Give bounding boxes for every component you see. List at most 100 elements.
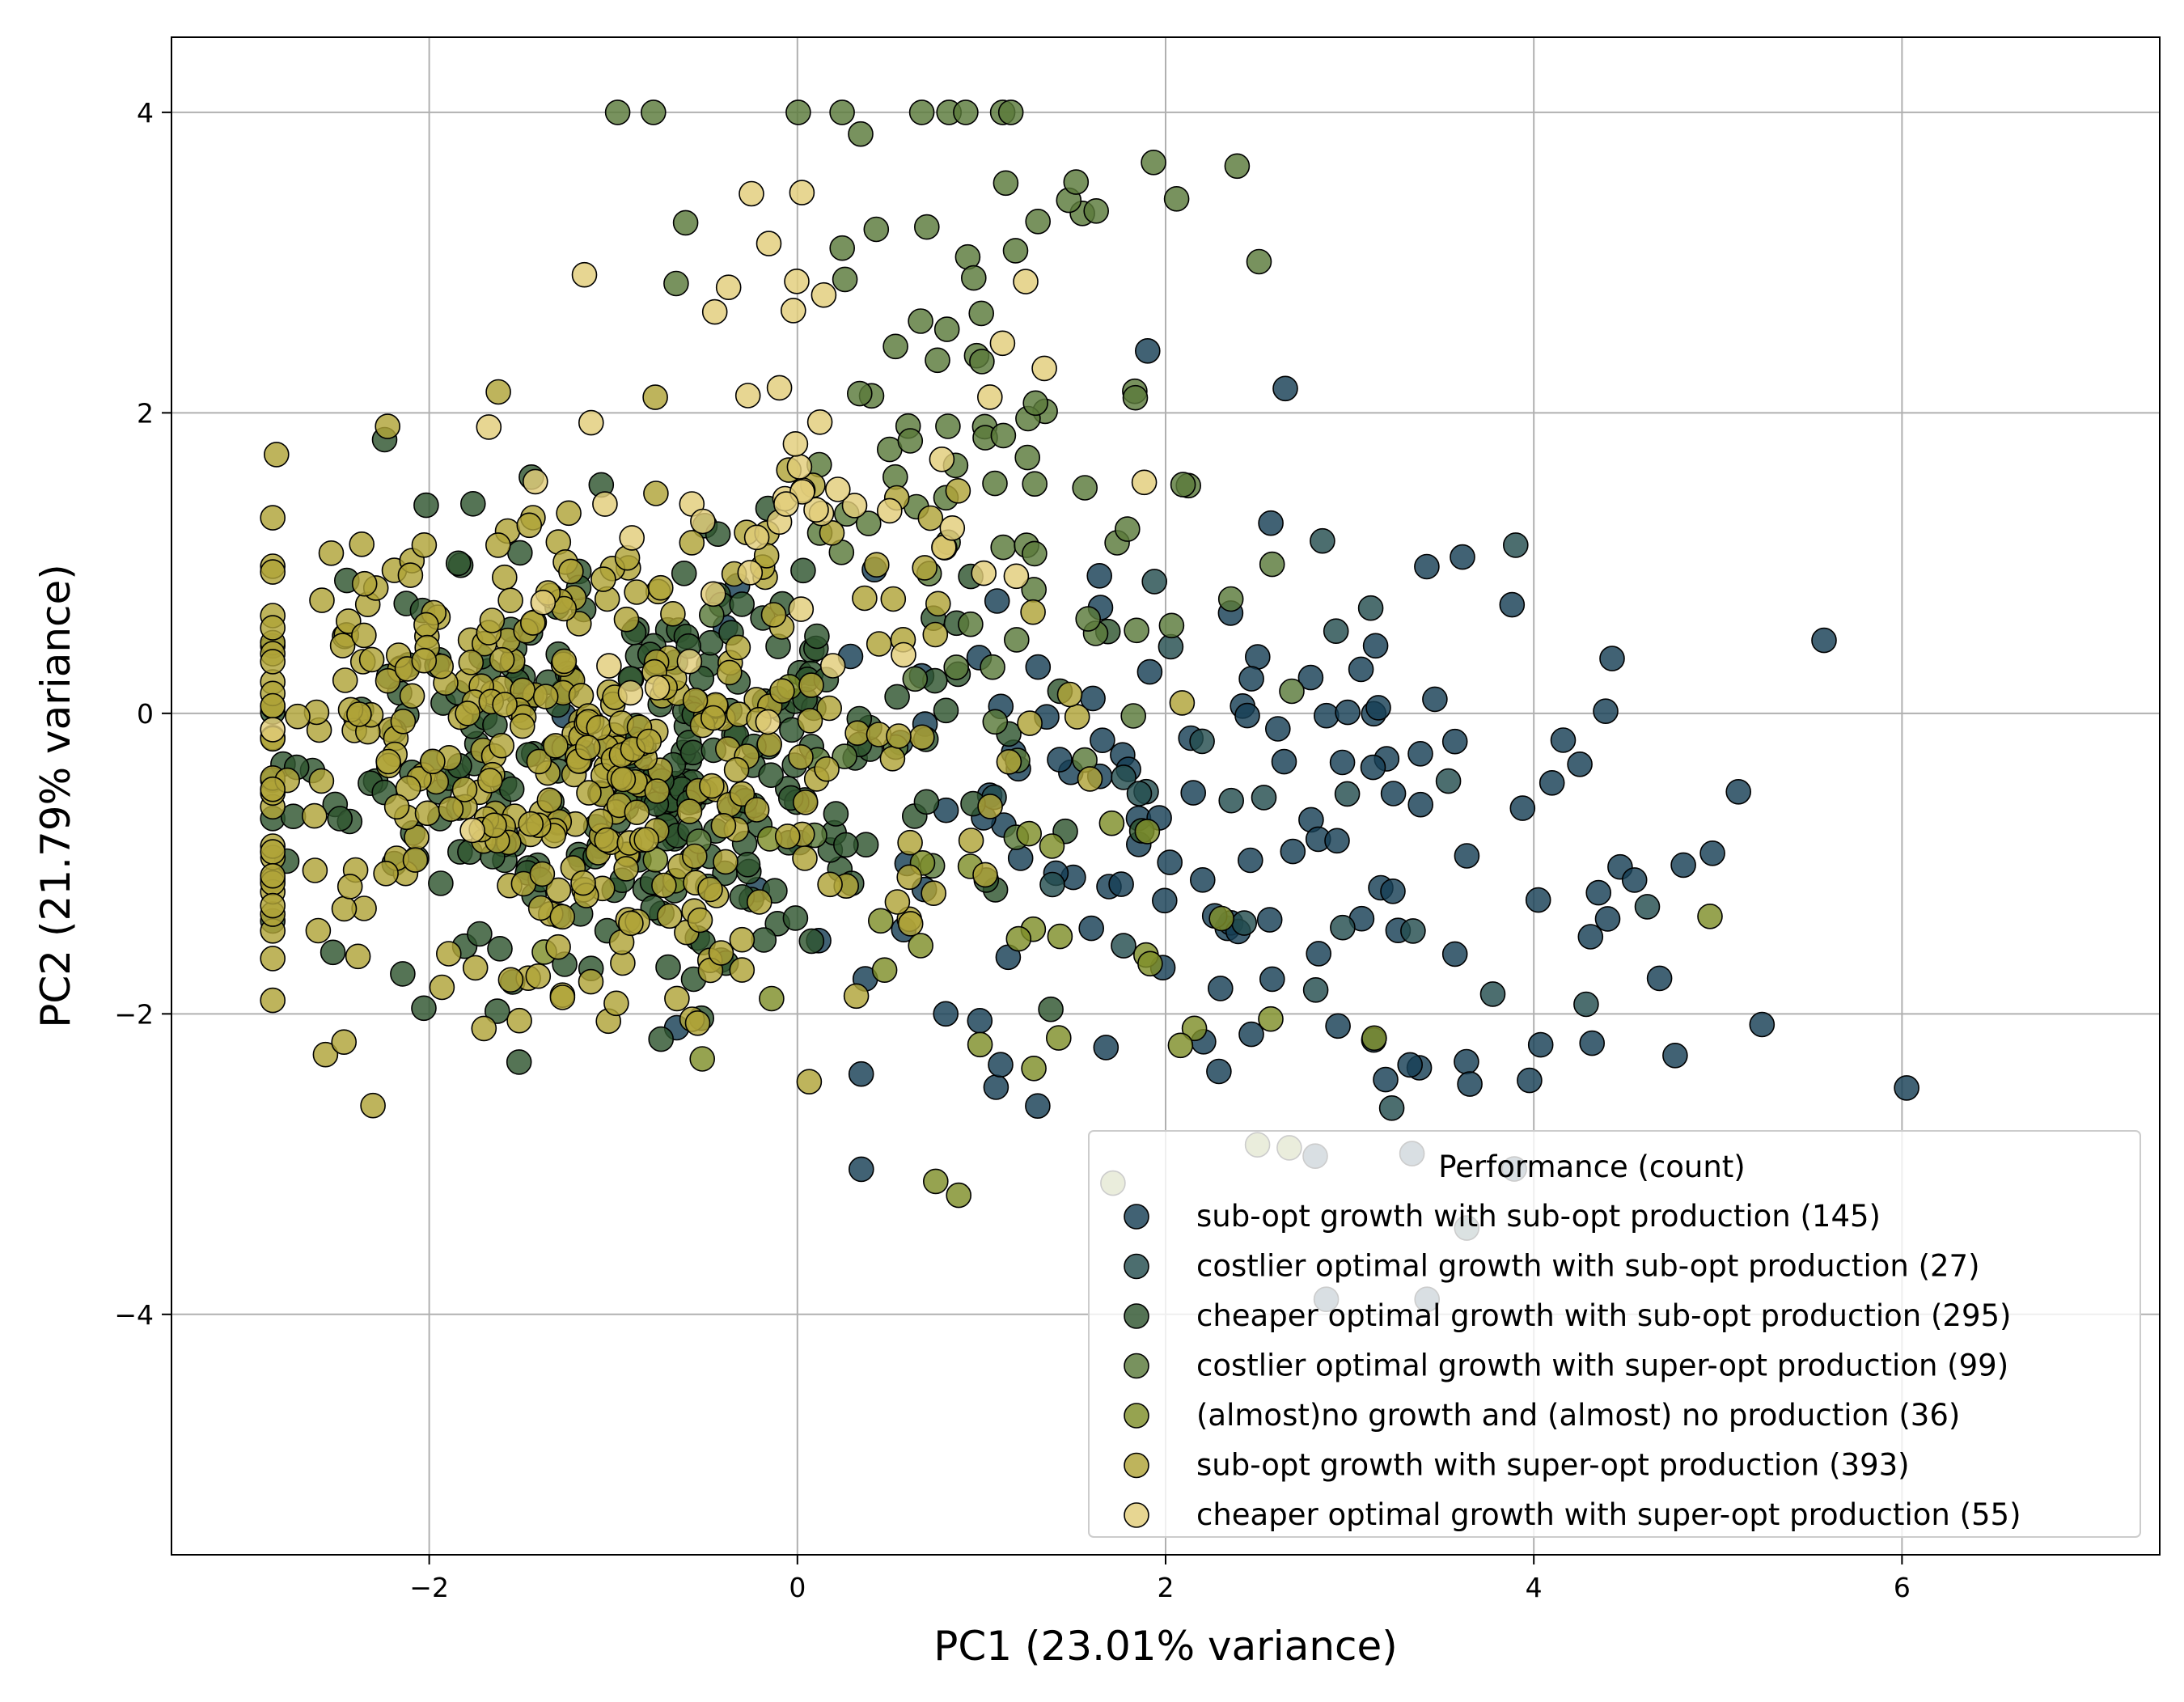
scatter-point-series-5 <box>549 904 576 930</box>
legend-label-series-5: sub-opt growth with super-opt production… <box>1196 1448 1910 1483</box>
scatter-point-series-5 <box>543 733 569 759</box>
scatter-point-series-5 <box>603 990 629 1017</box>
scatter-point-series-2 <box>655 954 681 980</box>
scatter-point-series-1 <box>1334 781 1361 807</box>
scatter-point-series-0 <box>1265 716 1291 742</box>
scatter-point-series-4 <box>1181 1015 1208 1042</box>
scatter-point-series-5 <box>716 659 743 686</box>
legend-label-series-4: (almost)no growth and (almost) no produc… <box>1196 1398 1960 1433</box>
scatter-point-series-2 <box>671 560 697 586</box>
scatter-point-series-5 <box>798 672 824 698</box>
scatter-point-series-6 <box>841 493 868 519</box>
scatter-point-series-6 <box>789 180 815 205</box>
scatter-point-series-5 <box>397 562 424 588</box>
scatter-point-series-0 <box>1329 749 1356 776</box>
scatter-point-series-5 <box>527 895 554 921</box>
scatter-point-series-1 <box>1039 871 1065 898</box>
scatter-point-series-0 <box>1749 1011 1776 1038</box>
legend-label-series-6: cheaper optimal growth with super-opt pr… <box>1196 1497 2021 1532</box>
scatter-point-series-1 <box>1218 787 1244 814</box>
scatter-point-series-4 <box>1361 1025 1387 1052</box>
scatter-point-series-6 <box>977 384 1003 410</box>
scatter-point-series-6 <box>803 497 829 523</box>
scatter-point-series-5 <box>455 701 480 726</box>
scatter-point-series-2 <box>782 905 809 931</box>
scatter-point-series-3 <box>1170 472 1196 497</box>
scatter-point-series-5 <box>373 861 399 887</box>
scatter-point-series-5 <box>633 827 660 853</box>
scatter-point-series-0 <box>1190 867 1216 893</box>
scatter-point-series-2 <box>758 762 784 789</box>
scatter-point-series-0 <box>1362 633 1389 659</box>
scatter-point-series-6 <box>891 641 916 668</box>
scatter-point-series-5 <box>594 827 620 853</box>
scatter-point-series-3 <box>1002 238 1029 264</box>
scatter-point-series-5 <box>260 892 286 919</box>
scatter-point-series-0 <box>1567 751 1593 777</box>
scatter-point-series-0 <box>1517 1067 1543 1094</box>
scatter-point-series-5 <box>922 621 949 648</box>
scatter-point-series-3 <box>1141 150 1166 176</box>
scatter-point-series-5 <box>909 724 935 751</box>
scatter-point-series-4 <box>1258 1006 1284 1032</box>
scatter-point-series-3 <box>829 99 855 125</box>
scatter-point-series-2 <box>467 921 493 947</box>
scatter-point-series-1 <box>1111 764 1136 790</box>
scatter-point-series-0 <box>1407 740 1433 767</box>
scatter-point-series-6 <box>929 446 955 472</box>
scatter-point-series-0 <box>1365 695 1391 721</box>
scatter-point-series-5 <box>643 481 669 506</box>
scatter-point-series-5 <box>769 678 795 705</box>
scatter-point-series-4 <box>1137 950 1163 977</box>
scatter-point-series-0 <box>848 1061 874 1087</box>
scatter-point-series-6 <box>989 330 1016 357</box>
scatter-point-series-5 <box>451 777 478 802</box>
scatter-point-series-5 <box>725 634 751 661</box>
scatter-point-series-3 <box>933 316 960 342</box>
scatter-point-series-5 <box>814 756 840 782</box>
scatter-point-series-5 <box>1020 599 1046 625</box>
scatter-point-series-5 <box>613 606 640 633</box>
scatter-point-series-1 <box>1126 781 1153 807</box>
scatter-point-series-0 <box>1450 544 1475 570</box>
scatter-point-series-5 <box>676 798 703 824</box>
scatter-point-series-4 <box>1021 1056 1047 1082</box>
scatter-point-series-0 <box>1335 699 1361 726</box>
scatter-point-series-0 <box>1699 840 1725 866</box>
scatter-point-series-5 <box>375 748 401 775</box>
scatter-point-series-3 <box>882 333 908 360</box>
scatter-point-series-5 <box>301 802 328 829</box>
scatter-point-series-5 <box>332 667 358 693</box>
scatter-point-series-0 <box>1621 867 1648 893</box>
scatter-point-series-0 <box>1272 375 1298 402</box>
scatter-point-series-5 <box>879 745 906 772</box>
scatter-point-series-5 <box>497 967 524 993</box>
scatter-point-series-1 <box>1141 569 1167 595</box>
scatter-point-series-6 <box>784 268 810 294</box>
scatter-point-series-5 <box>844 720 870 747</box>
scatter-point-series-5 <box>413 612 439 638</box>
scatter-point-series-5 <box>687 907 713 934</box>
scatter-point-series-2 <box>390 961 416 987</box>
scatter-point-series-0 <box>1585 879 1611 906</box>
scatter-point-series-6 <box>788 596 815 622</box>
scatter-point-series-5 <box>743 797 770 823</box>
scatter-point-series-0 <box>849 1156 874 1183</box>
legend-title: Performance (count) <box>1438 1149 1746 1184</box>
scatter-point-series-0 <box>1380 781 1407 807</box>
scatter-point-series-1 <box>1251 785 1277 811</box>
scatter-point-series-5 <box>509 713 535 739</box>
scatter-point-series-5 <box>556 500 582 527</box>
scatter-point-series-6 <box>755 709 781 735</box>
scatter-point-series-5 <box>390 708 417 735</box>
scatter-point-series-5 <box>331 895 358 922</box>
scatter-point-series-0 <box>1662 1043 1688 1069</box>
scatter-point-series-6 <box>819 653 846 679</box>
legend-marker-series-2 <box>1124 1303 1149 1329</box>
scatter-point-series-0 <box>1441 728 1468 755</box>
scatter-point-series-5 <box>506 1007 532 1034</box>
scatter-point-series-3 <box>1217 586 1244 612</box>
scatter-point-series-0 <box>1397 1052 1423 1078</box>
scatter-point-series-5 <box>497 587 523 614</box>
